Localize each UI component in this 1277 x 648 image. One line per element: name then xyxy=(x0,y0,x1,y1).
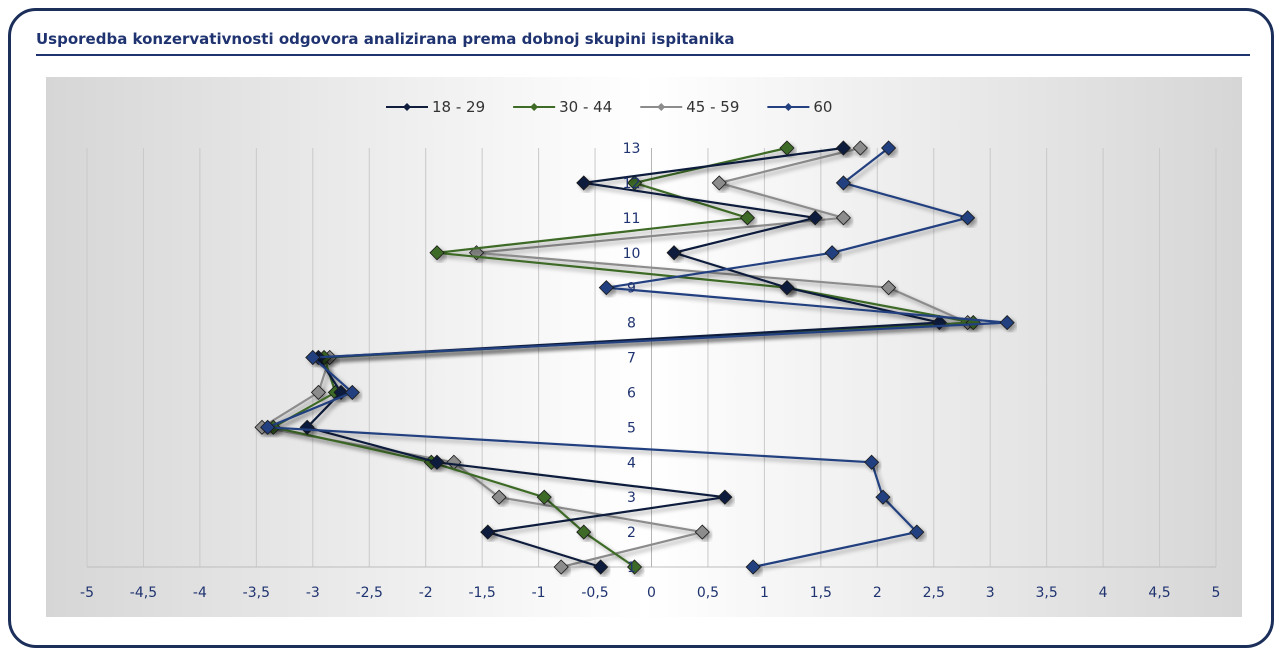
data-point xyxy=(491,489,507,505)
legend-label: 60 xyxy=(813,98,832,116)
x-tick-label: -3,5 xyxy=(243,585,270,601)
data-point xyxy=(305,349,321,366)
x-tick-label: -5 xyxy=(80,585,94,601)
x-tick-label: -2 xyxy=(419,585,433,601)
y-tick-label: 10 xyxy=(623,246,641,262)
data-point xyxy=(745,559,761,575)
data-point xyxy=(626,559,643,575)
data-point xyxy=(344,384,360,400)
x-tick-label: -1,5 xyxy=(468,585,495,601)
y-tick-label: 12 xyxy=(623,176,641,192)
data-point xyxy=(824,245,840,261)
y-tick-label: 5 xyxy=(627,420,636,436)
legend-label: 18 - 29 xyxy=(432,98,485,116)
x-tick-label: -0,5 xyxy=(581,585,608,601)
y-tick-label: 7 xyxy=(627,351,636,367)
x-tick-label: -4,5 xyxy=(130,585,157,601)
x-tick-label: 0,5 xyxy=(697,585,719,601)
y-tick-label: 13 xyxy=(623,141,641,157)
data-point xyxy=(260,419,276,435)
data-point xyxy=(711,175,727,191)
data-point xyxy=(480,524,496,540)
data-point xyxy=(717,489,733,505)
data-point xyxy=(739,210,756,226)
x-tick-label: 1,5 xyxy=(810,585,832,601)
data-point xyxy=(666,245,682,261)
x-tick-label: 0 xyxy=(647,585,656,601)
data-point xyxy=(909,524,925,540)
x-tick-label: 3,5 xyxy=(1036,585,1058,601)
data-point xyxy=(553,559,569,575)
legend-item: 18 - 29 xyxy=(386,98,485,116)
x-tick-label: -3 xyxy=(306,585,320,601)
y-tick-label: 6 xyxy=(627,385,636,401)
legend-swatch-marker xyxy=(403,103,411,111)
data-point xyxy=(310,384,327,400)
data-point xyxy=(875,489,891,505)
x-tick-label: 4 xyxy=(1099,585,1108,601)
y-tick-label: 8 xyxy=(627,316,636,332)
legend-swatch-marker xyxy=(530,103,539,111)
data-point xyxy=(807,210,823,226)
data-point xyxy=(881,140,897,156)
x-tick-label: 3 xyxy=(986,585,995,601)
data-point xyxy=(429,245,445,261)
data-point xyxy=(576,175,592,191)
legend-swatch-marker xyxy=(784,103,793,111)
plot-background xyxy=(46,77,1242,617)
data-point xyxy=(779,280,795,296)
y-tick-label: 3 xyxy=(627,490,636,506)
y-tick-label: 2 xyxy=(627,525,636,541)
legend-item: 45 - 59 xyxy=(640,98,739,116)
legend-label: 30 - 44 xyxy=(559,98,612,116)
data-point xyxy=(429,454,445,470)
data-point xyxy=(694,524,710,540)
x-tick-label: -2,5 xyxy=(356,585,383,601)
x-tick-label: 1 xyxy=(760,585,769,601)
x-tick-label: -4 xyxy=(193,585,207,601)
chart-title: Usporedba konzervativnosti odgovora anal… xyxy=(36,30,735,48)
data-point xyxy=(881,280,897,296)
x-tick-label: 5 xyxy=(1212,585,1221,601)
y-tick-label: 4 xyxy=(627,455,636,471)
y-tick-label: 11 xyxy=(623,211,641,227)
legend-swatch-marker xyxy=(657,103,666,111)
data-point xyxy=(852,140,868,156)
legend-item: 30 - 44 xyxy=(513,98,612,116)
data-point xyxy=(835,140,851,156)
x-tick-label: 2,5 xyxy=(923,585,945,601)
legend-label: 45 - 59 xyxy=(686,98,739,116)
x-tick-label: -1 xyxy=(532,585,546,601)
x-tick-label: 2 xyxy=(873,585,882,601)
data-point xyxy=(864,454,880,470)
legend-item: 60 xyxy=(767,98,832,116)
data-point xyxy=(593,559,609,575)
data-point xyxy=(999,315,1015,331)
title-underline xyxy=(36,54,1250,56)
data-point xyxy=(598,280,614,296)
series-60 xyxy=(260,140,1015,575)
data-point xyxy=(576,524,592,540)
y-tick-label: 9 xyxy=(627,281,636,297)
y-tick-label: 1 xyxy=(627,560,636,576)
data-point xyxy=(835,175,851,191)
data-point xyxy=(536,489,552,505)
data-point xyxy=(835,210,851,226)
data-point xyxy=(960,210,976,226)
x-tick-label: 4,5 xyxy=(1148,585,1170,601)
